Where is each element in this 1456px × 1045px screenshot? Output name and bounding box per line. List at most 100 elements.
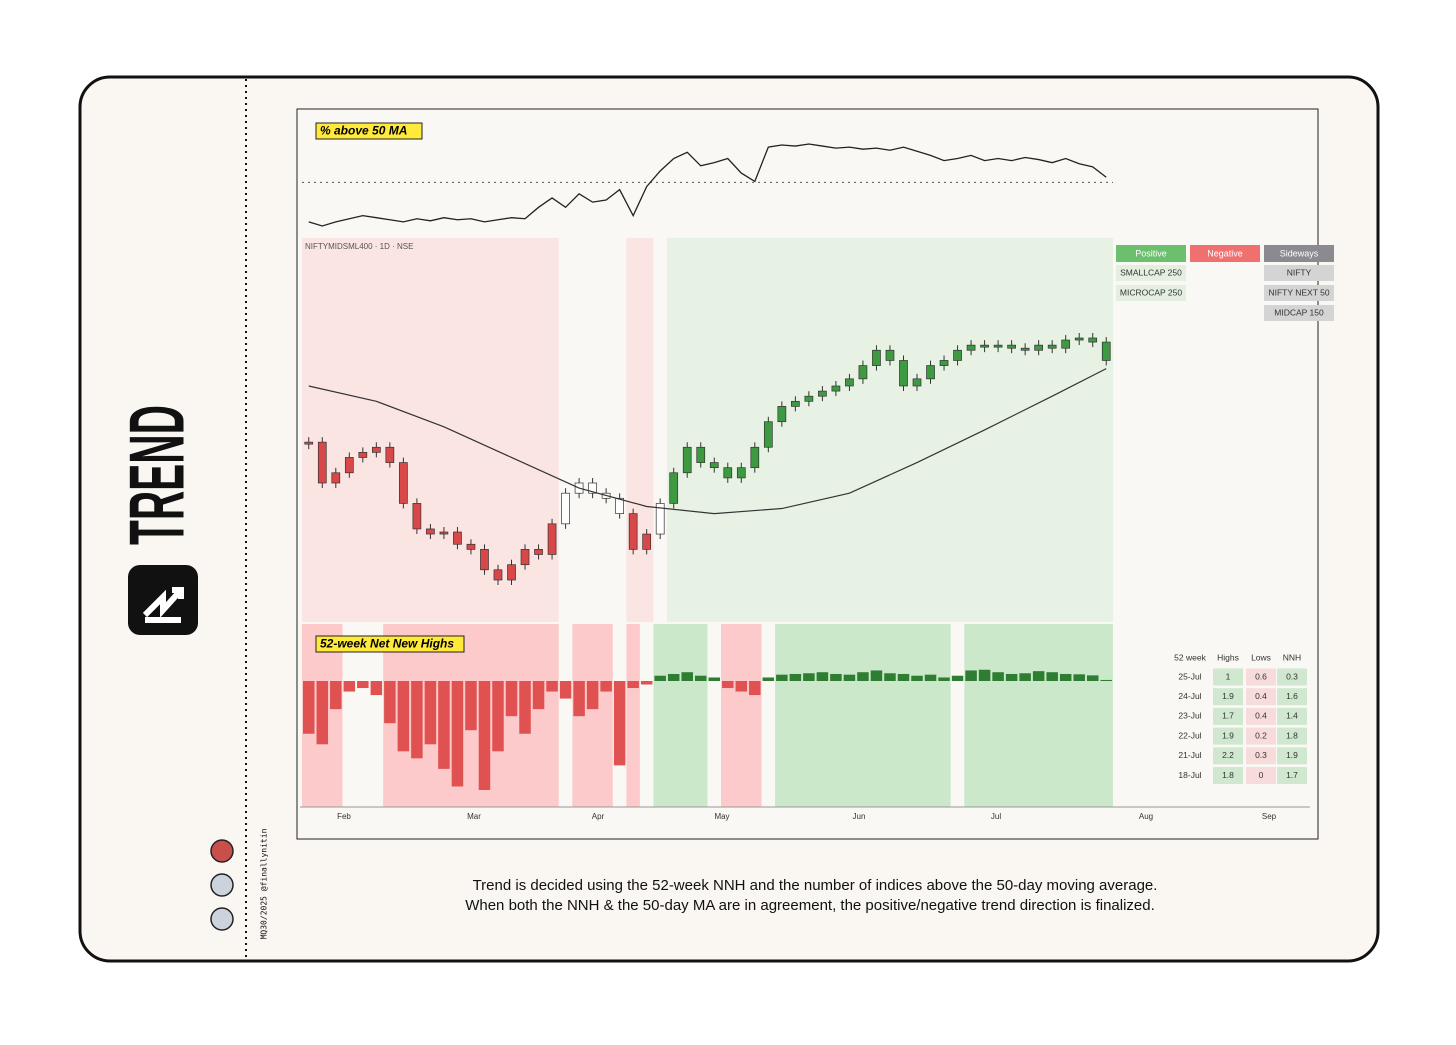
table-value: 1.7: [1286, 770, 1298, 780]
candle: [561, 492, 570, 525]
regime-band: [558, 624, 573, 807]
table-value: 24-Jul: [1178, 691, 1201, 701]
candle: [763, 421, 773, 448]
legend-item: MIDCAP 150: [1274, 307, 1324, 317]
table-cell: [1277, 668, 1307, 686]
candle: [912, 378, 922, 387]
nnh-bar: [803, 673, 815, 681]
table-cell: [1277, 688, 1307, 706]
nnh-bar: [667, 673, 680, 681]
nnh-bar: [830, 673, 842, 681]
legend-item: NIFTY: [1287, 267, 1312, 277]
table-cell: [1246, 747, 1276, 765]
x-tick-label: May: [714, 812, 729, 821]
table-cell: [1277, 707, 1307, 725]
candle: [642, 533, 652, 550]
candle: [615, 497, 624, 514]
dot: [210, 873, 234, 897]
candle: [872, 349, 881, 366]
table-value: 0.4: [1255, 711, 1267, 721]
x-tick-label: Mar: [467, 812, 481, 821]
legend-item: SMALLCAP 250: [1120, 267, 1182, 277]
legend-cell: [1116, 285, 1186, 301]
candle: [682, 446, 692, 474]
nnh-bar: [884, 673, 896, 681]
table-cell: [1246, 767, 1276, 784]
candle: [1007, 344, 1016, 349]
table-value: 0.3: [1255, 750, 1267, 760]
chart-layer: % above 50 MA NIFTYMIDSML400 · 1D · NSE Po…: [300, 122, 1334, 821]
candle: [588, 482, 597, 494]
table-value: 0.2: [1255, 730, 1267, 740]
table-cell: [1213, 688, 1243, 706]
nnh-bar: [613, 681, 626, 766]
table-value: 1.9: [1222, 691, 1234, 701]
regime-band: [639, 624, 654, 807]
table-cell: [1246, 688, 1276, 706]
nnh-bar: [789, 673, 802, 681]
candle: [804, 395, 814, 402]
legend-cell: [1116, 265, 1186, 281]
nnh-bar: [857, 672, 869, 681]
table-cell: [1277, 767, 1307, 784]
panel-label-bg: [315, 635, 465, 653]
candle: [696, 446, 706, 463]
candle: [655, 503, 665, 535]
candle: [304, 441, 314, 445]
panel-label: % above 50 MA: [320, 124, 407, 138]
candle: [344, 457, 354, 474]
candle: [534, 549, 543, 555]
regime-band: [707, 624, 722, 807]
table-value: 1.6: [1286, 691, 1298, 701]
nnh-bar: [424, 681, 437, 745]
candle: [426, 528, 435, 535]
table-header: Highs: [1217, 652, 1239, 662]
nnh-bar: [465, 681, 477, 731]
candle: [1101, 341, 1111, 361]
nnh-bar: [816, 672, 829, 681]
table-value: 1.4: [1286, 711, 1298, 721]
x-tick-label: Feb: [337, 812, 351, 821]
table-header: 52 week: [1174, 652, 1206, 662]
candle: [791, 400, 800, 407]
legend-header-text: Sideways: [1280, 248, 1319, 258]
candle: [818, 390, 827, 397]
legend-header-text: Positive: [1135, 248, 1167, 258]
panel-label-bg: [315, 122, 423, 140]
panel-label: 52-week Net New Highs: [320, 637, 454, 651]
candle: [520, 549, 530, 566]
candle: [939, 360, 949, 366]
candle: [1047, 344, 1057, 349]
candle: [439, 531, 449, 535]
candle: [1074, 337, 1084, 341]
nnh-bar: [330, 681, 342, 710]
nnh-bar: [573, 681, 585, 717]
nnh-bar: [451, 681, 464, 787]
table-value: 0.3: [1286, 671, 1298, 681]
nnh-bar: [357, 681, 369, 689]
table-cell: [1213, 727, 1243, 745]
nnh-bar: [951, 675, 964, 681]
candle: [317, 441, 327, 484]
table-header: Lows: [1251, 652, 1271, 662]
nnh-bar: [749, 681, 761, 696]
candle: [493, 569, 503, 581]
dot: [210, 907, 234, 931]
nnh-bar: [708, 677, 721, 681]
table-cell: [1246, 727, 1276, 745]
table-value: 0.4: [1255, 691, 1267, 701]
regime-band: [653, 238, 667, 622]
legend-header: [1190, 245, 1260, 262]
candle: [628, 513, 638, 550]
candle: [358, 452, 368, 458]
regime-band: [964, 624, 1113, 807]
nnh-bar: [911, 675, 923, 681]
table-value: 22-Jul: [1178, 730, 1201, 740]
x-tick-label: Sep: [1262, 812, 1277, 821]
nnh-bar: [1073, 674, 1085, 681]
table-cell: [1277, 727, 1307, 745]
nnh-bar: [600, 681, 612, 692]
table-cell: [1246, 668, 1276, 686]
nnh-bar: [1032, 671, 1045, 681]
